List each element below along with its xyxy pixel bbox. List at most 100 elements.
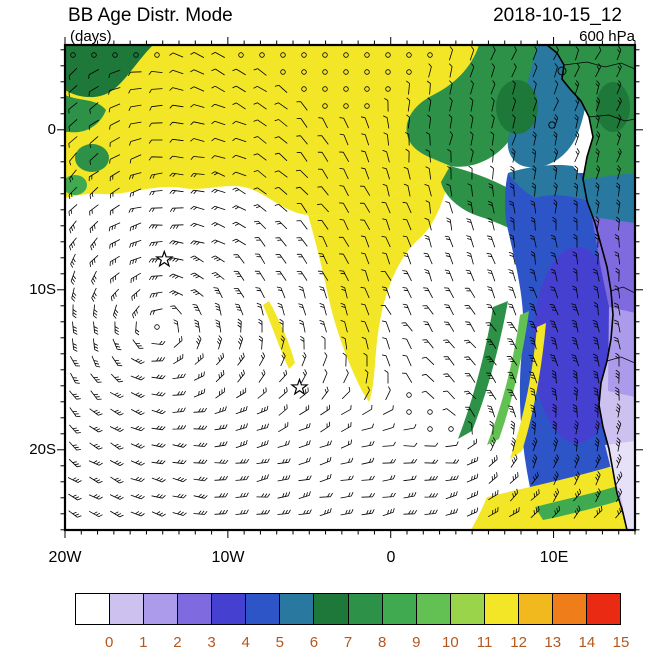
- colorbar-box: [211, 593, 247, 625]
- map-frame: [63, 43, 637, 532]
- plot-units: (days): [70, 28, 112, 45]
- calm-wind-circle: [385, 52, 391, 58]
- land-pale-patch: [605, 441, 635, 530]
- calm-wind-circle: [259, 52, 265, 58]
- colorbar-box: [551, 593, 587, 625]
- field-shapes: [65, 45, 635, 530]
- calm-wind-circle: [322, 86, 328, 92]
- colorbar-box: [449, 593, 485, 625]
- contour-green-streak: [458, 301, 508, 439]
- colorbar-label: 13: [544, 634, 562, 651]
- calm-wind-circle: [385, 86, 391, 92]
- calm-wind-circle: [406, 409, 412, 415]
- colorbar-label: 3: [207, 634, 216, 651]
- colorbar-box: [415, 593, 451, 625]
- calm-wind-circle: [238, 52, 244, 58]
- calm-wind-circle: [364, 86, 370, 92]
- calm-wind-circle: [448, 426, 454, 432]
- calm-wind-circle: [364, 52, 370, 58]
- calm-wind-circle: [322, 103, 328, 109]
- colorbar-label: 5: [275, 634, 284, 651]
- calm-wind-circle: [70, 52, 76, 58]
- calm-wind-circle: [343, 103, 349, 109]
- star-marker: [290, 377, 309, 396]
- colorbar-label: 14: [578, 634, 596, 651]
- wind-barbs: [67, 46, 623, 519]
- x-axis-label-10e: 10E: [539, 549, 569, 566]
- colorbar-box: [313, 593, 349, 625]
- colorbar-label: 11: [476, 634, 493, 651]
- colorbar-label: 0: [104, 634, 114, 651]
- calm-wind-circle: [364, 69, 370, 75]
- calm-wind-circle: [385, 69, 391, 75]
- calm-wind-circle: [154, 52, 160, 58]
- land-lavender-patch: [608, 307, 635, 397]
- colorbar-label: 12: [510, 634, 527, 651]
- x-axis-label-20w: 20W: [48, 549, 82, 566]
- colorbar-box: [245, 593, 281, 625]
- plot-title: BB Age Distr. Mode: [68, 5, 233, 26]
- colorbar-label: 4: [241, 634, 250, 651]
- calm-wind-circle: [301, 86, 307, 92]
- contour-green-topleft: [65, 45, 153, 98]
- colorbar-label: 15: [612, 634, 630, 651]
- colorbar-label: 6: [309, 634, 319, 651]
- coastline: [546, 45, 628, 530]
- calm-wind-circle: [343, 86, 349, 92]
- calm-wind-circle: [427, 409, 433, 415]
- calm-wind-circle: [406, 69, 412, 75]
- colorbar-box: [483, 593, 519, 625]
- contour-yellow-tongue: [308, 166, 450, 402]
- calm-wind-circle: [427, 52, 433, 58]
- colorbar-labels: 0 1 2 3 4 5 6 7 8 9 10 11 12 13 14 15: [75, 634, 629, 654]
- colorbar-box: [347, 593, 383, 625]
- calm-wind-circle: [91, 52, 97, 58]
- calm-wind-circle: [427, 426, 433, 432]
- contour-yellow-streak: [263, 301, 295, 369]
- colorbar-label: 2: [173, 634, 182, 651]
- colorbar-box: [143, 593, 179, 625]
- colorbar-label: 9: [412, 634, 421, 651]
- contour-darkgreen-core: [496, 80, 538, 134]
- valid-datetime: 2018-10-15_12: [493, 5, 622, 26]
- calm-wind-circle: [343, 52, 349, 58]
- calm-wind-circle: [280, 69, 286, 75]
- calm-wind-circle: [406, 52, 412, 58]
- contour-green-blob: [65, 175, 87, 195]
- y-axis-label-10s: 10S: [29, 281, 56, 298]
- calm-wind-circle: [112, 52, 118, 58]
- y-axis-label-0: 0: [47, 121, 56, 138]
- colorbar-label: 1: [139, 634, 148, 651]
- colorbar-label: 8: [377, 634, 387, 651]
- land-darkgreen-patch: [596, 82, 630, 132]
- colorbar-box: [585, 593, 621, 625]
- star-markers: [154, 249, 309, 396]
- calm-wind-circle: [301, 52, 307, 58]
- calm-wind-circle: [322, 69, 328, 75]
- calm-wind-circle: [133, 52, 139, 58]
- calm-wind-circle: [301, 69, 307, 75]
- colorbar-box: [177, 593, 213, 625]
- contour-yellow-streak2: [510, 323, 546, 459]
- calm-wind-circle: [364, 103, 370, 109]
- colorbar-box: [381, 593, 417, 625]
- contour-lightgreen-streak: [487, 311, 529, 445]
- contour-yellow-main: [65, 45, 479, 216]
- x-axis-label-10w: 10W: [211, 549, 245, 566]
- country-borders: [563, 61, 635, 364]
- contour-teal-fringe: [508, 164, 591, 202]
- calm-wind-circle: [280, 52, 286, 58]
- colorbar-box: [109, 593, 145, 625]
- calm-wind-circle: [154, 324, 160, 330]
- pressure-level: 600 hPa: [579, 28, 635, 45]
- contour-yellow-corner: [471, 459, 635, 530]
- colorbar-box: [75, 593, 111, 625]
- colorbar-box: [517, 593, 553, 625]
- land-purple-patch: [592, 217, 635, 313]
- star-marker: [154, 249, 174, 268]
- colorbar-label: 10: [442, 634, 459, 651]
- calm-wind-circle: [322, 52, 328, 58]
- colorbar-label: 7: [343, 634, 353, 651]
